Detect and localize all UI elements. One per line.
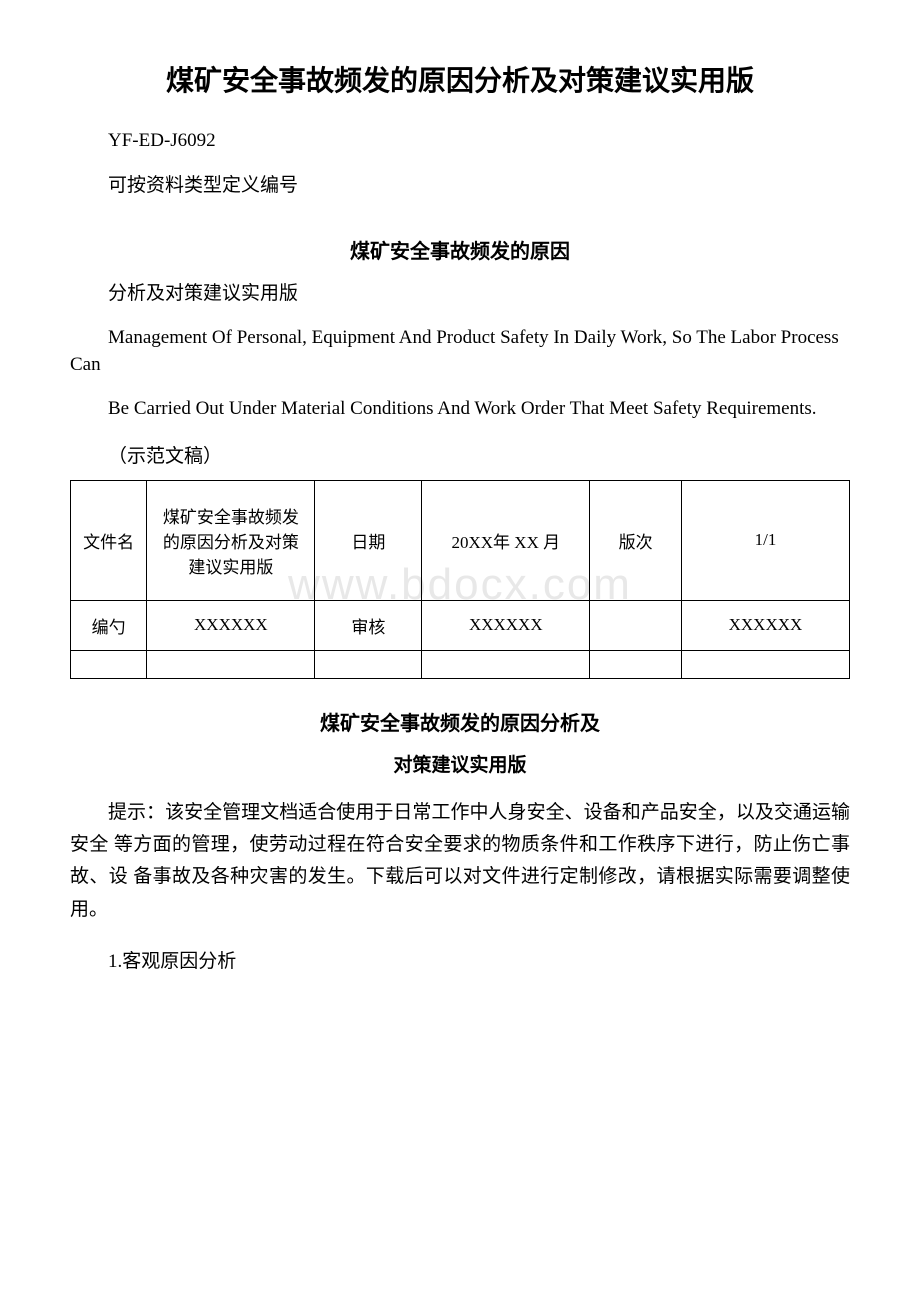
english-paragraph-1: Management Of Personal, Equipment And Pr… <box>70 325 850 378</box>
table-cell-empty <box>590 650 682 678</box>
table-cell-empty <box>147 650 315 678</box>
table-cell-empty <box>315 650 422 678</box>
table-row <box>71 650 850 678</box>
table-cell-approver-value: XXXXXX <box>681 600 849 650</box>
table-cell-empty <box>71 650 147 678</box>
table-cell-filename-value: 煤矿安全事故频发的原因分析及对策 建议实用版 <box>147 480 315 600</box>
table-cell-empty-label <box>590 600 682 650</box>
section-title: 煤矿安全事故频发的原因分析及 <box>70 707 850 736</box>
document-content: 煤矿安全事故频发的原因分析及对策建议实用版 YF-ED-J6092 可按资料类型… <box>70 60 850 973</box>
table-cell-date-value: 20XX年 XX 月 <box>422 480 590 600</box>
table-cell-empty <box>422 650 590 678</box>
body-paragraph: 提示：该安全管理文档适合使用于日常工作中人身安全、设备和产品安全，以及交通运输安… <box>70 797 850 926</box>
table-cell-reviewer-value: XXXXXX <box>422 600 590 650</box>
table-row: 编勺 XXXXXX 审核 XXXXXX XXXXXX <box>71 600 850 650</box>
table-cell-reviewer-label: 审核 <box>315 600 422 650</box>
numbered-heading: 1.客观原因分析 <box>70 946 850 973</box>
table-cell-version-label: 版次 <box>590 480 682 600</box>
info-table: 文件名 煤矿安全事故频发的原因分析及对策 建议实用版 日期 20XX年 XX 月… <box>70 480 850 679</box>
table-cell-editor-value: XXXXXX <box>147 600 315 650</box>
example-label: （示范文稿） <box>70 441 850 468</box>
document-title: 煤矿安全事故频发的原因分析及对策建议实用版 <box>70 60 850 102</box>
english-paragraph-2: Be Carried Out Under Material Conditions… <box>70 396 850 423</box>
document-category: 可按资料类型定义编号 <box>70 170 850 197</box>
table-cell-editor-label: 编勺 <box>71 600 147 650</box>
subtitle: 煤矿安全事故频发的原因 <box>70 235 850 264</box>
table-cell-empty <box>681 650 849 678</box>
document-code: YF-ED-J6092 <box>70 130 850 152</box>
table-row: 文件名 煤矿安全事故频发的原因分析及对策 建议实用版 日期 20XX年 XX 月… <box>71 480 850 600</box>
table-cell-version-value: 1/1 <box>681 480 849 600</box>
section-subtitle: 对策建议实用版 <box>70 750 850 777</box>
table-cell-date-label: 日期 <box>315 480 422 600</box>
subtitle-sub: 分析及对策建议实用版 <box>70 278 850 305</box>
table-cell-filename-label: 文件名 <box>71 480 147 600</box>
